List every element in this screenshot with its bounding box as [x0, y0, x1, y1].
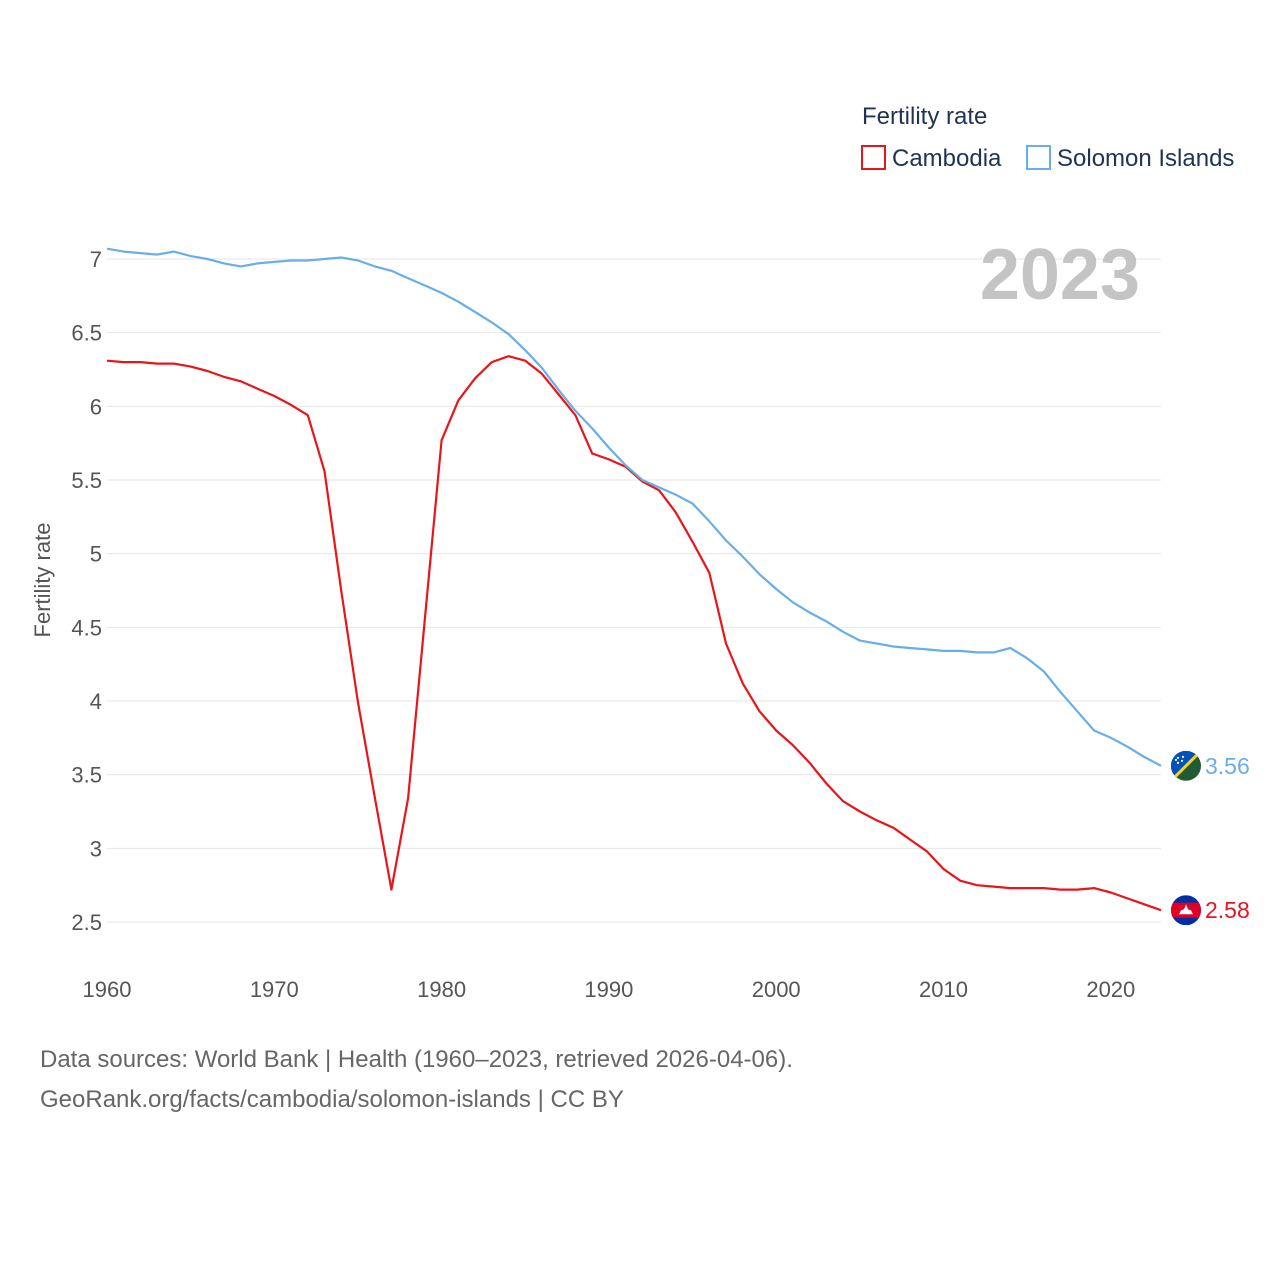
legend-title: Fertility rate [862, 103, 987, 130]
y-tick-label: 3.5 [71, 763, 102, 788]
y-tick-label: 4 [90, 689, 102, 714]
attribution-line: GeoRank.org/facts/cambodia/solomon-islan… [40, 1086, 624, 1113]
legend-swatch-cambodia [861, 145, 886, 170]
x-tick-label: 2010 [919, 977, 968, 1002]
legend-item-solomon-islands[interactable]: Solomon Islands [1026, 145, 1234, 172]
x-tick-label: 1980 [417, 977, 466, 1002]
legend-item-cambodia[interactable]: Cambodia [861, 145, 1002, 172]
y-tick-label: 5.5 [71, 468, 102, 493]
x-tick-label: 2020 [1086, 977, 1135, 1002]
end-value-label: 3.56 [1205, 753, 1250, 779]
series-lines [106, 247, 1162, 912]
y-tick-label: 3 [90, 836, 102, 861]
x-tick-label: 1970 [250, 977, 299, 1002]
legend-label-solomon-islands: Solomon Islands [1057, 145, 1234, 172]
y-tick-label: 2.5 [71, 910, 102, 935]
legend-swatch-solomon-islands [1026, 145, 1051, 170]
y-axis-title: Fertility rate [30, 523, 55, 638]
data-source-line: Data sources: World Bank | Health (1960–… [40, 1046, 793, 1073]
legend: Fertility rate Cambodia Solomon Islands [861, 103, 1234, 172]
legend-label-cambodia: Cambodia [892, 145, 1002, 172]
x-axis-ticks: 1960 1970 1980 1990 2000 2010 2020 [83, 977, 1136, 1002]
y-tick-label: 6 [90, 394, 102, 419]
cambodia-flag-icon [1171, 895, 1201, 926]
y-tick-label: 7 [90, 247, 102, 272]
grid-lines [107, 258, 1161, 923]
y-tick-label: 5 [90, 542, 102, 567]
end-value-label: 2.58 [1205, 897, 1250, 923]
current-year-label: 2023 [980, 235, 1140, 315]
x-tick-label: 1990 [584, 977, 633, 1002]
solomon-islands-flag-icon [1171, 750, 1201, 781]
series-line-solomon-islands [106, 247, 1162, 767]
x-tick-label: 2000 [752, 977, 801, 1002]
y-axis-ticks: 2.5 3 3.5 4 4.5 5 5.5 6 6.5 7 [71, 247, 102, 935]
x-tick-label: 1960 [83, 977, 132, 1002]
end-markers: 2.58 3.56 [1171, 750, 1250, 926]
series-line-cambodia [106, 355, 1162, 912]
y-tick-label: 4.5 [71, 615, 102, 640]
y-tick-label: 6.5 [71, 321, 102, 346]
